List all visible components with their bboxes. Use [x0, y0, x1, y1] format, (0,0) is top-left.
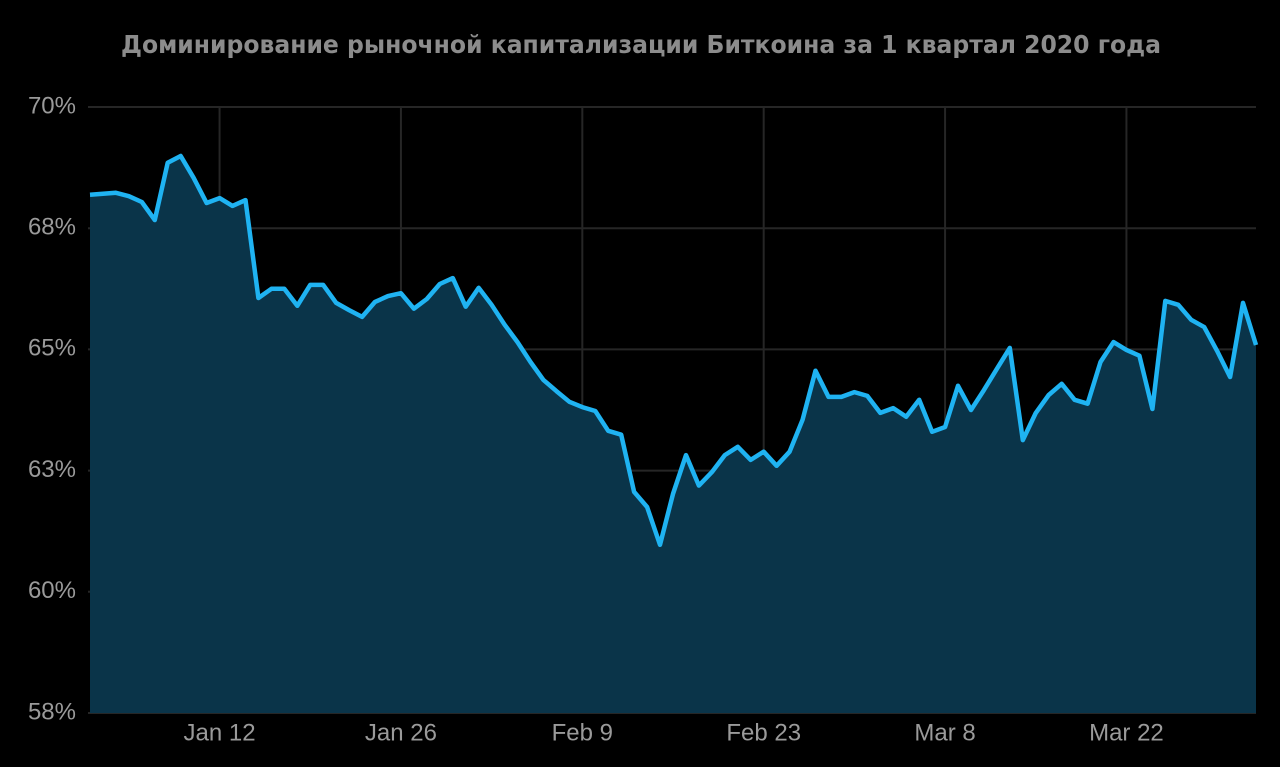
x-tick-label: Feb 23 [726, 719, 801, 746]
x-tick-label: Mar 8 [914, 719, 975, 746]
x-tick-label: Jan 12 [184, 719, 256, 746]
y-tick-label: 63% [28, 456, 76, 483]
y-tick-label: 65% [28, 335, 76, 362]
chart-title: Доминирование рыночной капитализации Бит… [121, 30, 1161, 59]
y-tick-label: 58% [28, 698, 76, 725]
x-tick-label: Mar 22 [1089, 719, 1164, 746]
x-tick-label: Jan 26 [365, 719, 437, 746]
line [89, 153, 1259, 548]
y-tick-label: 68% [28, 214, 76, 241]
y-tick-label: 60% [28, 577, 76, 604]
x-tick-label: Feb 9 [552, 719, 613, 746]
area [90, 156, 1256, 713]
y-tick-label: 70% [28, 92, 76, 119]
